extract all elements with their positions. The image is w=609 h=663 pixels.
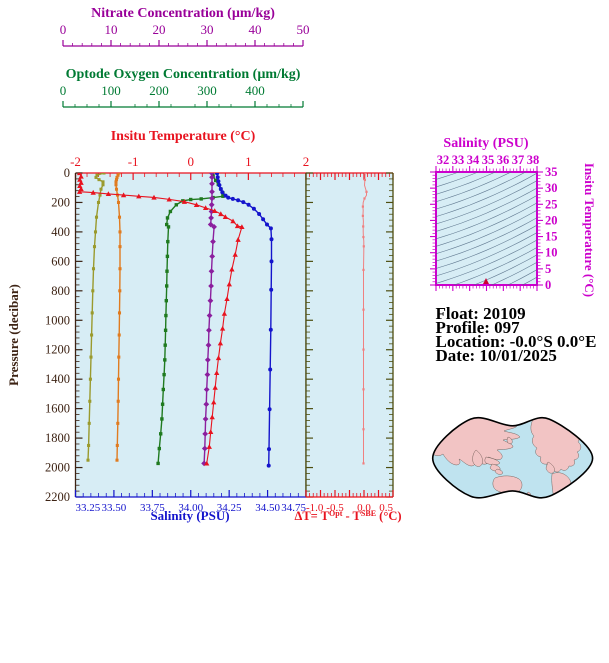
- svg-text:10: 10: [105, 22, 118, 37]
- svg-text:36: 36: [497, 153, 510, 167]
- svg-text:50: 50: [297, 22, 310, 37]
- svg-text:35: 35: [545, 165, 558, 179]
- svg-text:Pressure (decibar): Pressure (decibar): [6, 284, 21, 386]
- svg-text:1000: 1000: [45, 313, 70, 327]
- svg-text:300: 300: [197, 83, 217, 98]
- svg-text:2: 2: [303, 154, 310, 169]
- svg-text:Nitrate Concentration (µm/kg): Nitrate Concentration (µm/kg): [91, 6, 275, 21]
- svg-text:0: 0: [545, 278, 551, 292]
- svg-text:400: 400: [245, 83, 265, 98]
- svg-text:0: 0: [188, 154, 195, 169]
- svg-text:Insitu Temperature (°C): Insitu Temperature (°C): [111, 129, 256, 144]
- svg-text:200: 200: [51, 195, 70, 209]
- svg-text:25: 25: [545, 197, 558, 211]
- svg-text:32: 32: [437, 153, 450, 167]
- svg-text:38: 38: [527, 153, 540, 167]
- svg-text:35: 35: [482, 153, 495, 167]
- svg-text:400: 400: [51, 225, 70, 239]
- svg-text:40: 40: [249, 22, 262, 37]
- svg-text:600: 600: [51, 254, 70, 268]
- svg-text:33: 33: [452, 153, 465, 167]
- svg-text:2200: 2200: [45, 490, 70, 504]
- svg-text:0: 0: [60, 22, 67, 37]
- svg-text:2000: 2000: [45, 461, 70, 475]
- svg-text:800: 800: [51, 284, 70, 298]
- svg-text:30: 30: [545, 181, 558, 195]
- svg-text:34.50: 34.50: [255, 502, 280, 514]
- svg-text:15: 15: [545, 230, 558, 244]
- svg-text:1600: 1600: [45, 402, 70, 416]
- svg-text:1: 1: [245, 154, 252, 169]
- svg-text:1400: 1400: [45, 372, 70, 386]
- svg-text:5: 5: [545, 262, 551, 276]
- svg-text:37: 37: [512, 153, 525, 167]
- svg-text:200: 200: [149, 83, 169, 98]
- svg-text:100: 100: [101, 83, 121, 98]
- svg-text:Salinity (PSU): Salinity (PSU): [443, 136, 529, 151]
- svg-text:30: 30: [201, 22, 214, 37]
- svg-text:0: 0: [60, 83, 67, 98]
- svg-text:Date: 10/01/2025: Date: 10/01/2025: [436, 346, 557, 365]
- svg-text:0: 0: [64, 166, 70, 180]
- svg-text:ΔT= TOpt - TSBE (°C): ΔT= TOpt - TSBE (°C): [294, 509, 401, 524]
- svg-text:33.25: 33.25: [76, 502, 101, 514]
- svg-text:20: 20: [545, 213, 558, 227]
- svg-text:Optode Oxygen Concentration (µ: Optode Oxygen Concentration (µm/kg): [66, 67, 301, 82]
- svg-text:33.50: 33.50: [102, 502, 127, 514]
- svg-text:34: 34: [467, 153, 480, 167]
- svg-text:20: 20: [153, 22, 166, 37]
- svg-text:10: 10: [545, 246, 558, 260]
- svg-text:1800: 1800: [45, 431, 70, 445]
- svg-text:1200: 1200: [45, 343, 70, 357]
- svg-text:Insitu Temperature (°C): Insitu Temperature (°C): [582, 163, 597, 297]
- svg-text:Salinity (PSU): Salinity (PSU): [150, 508, 229, 523]
- svg-text:-2: -2: [70, 154, 81, 169]
- svg-text:-1: -1: [128, 154, 139, 169]
